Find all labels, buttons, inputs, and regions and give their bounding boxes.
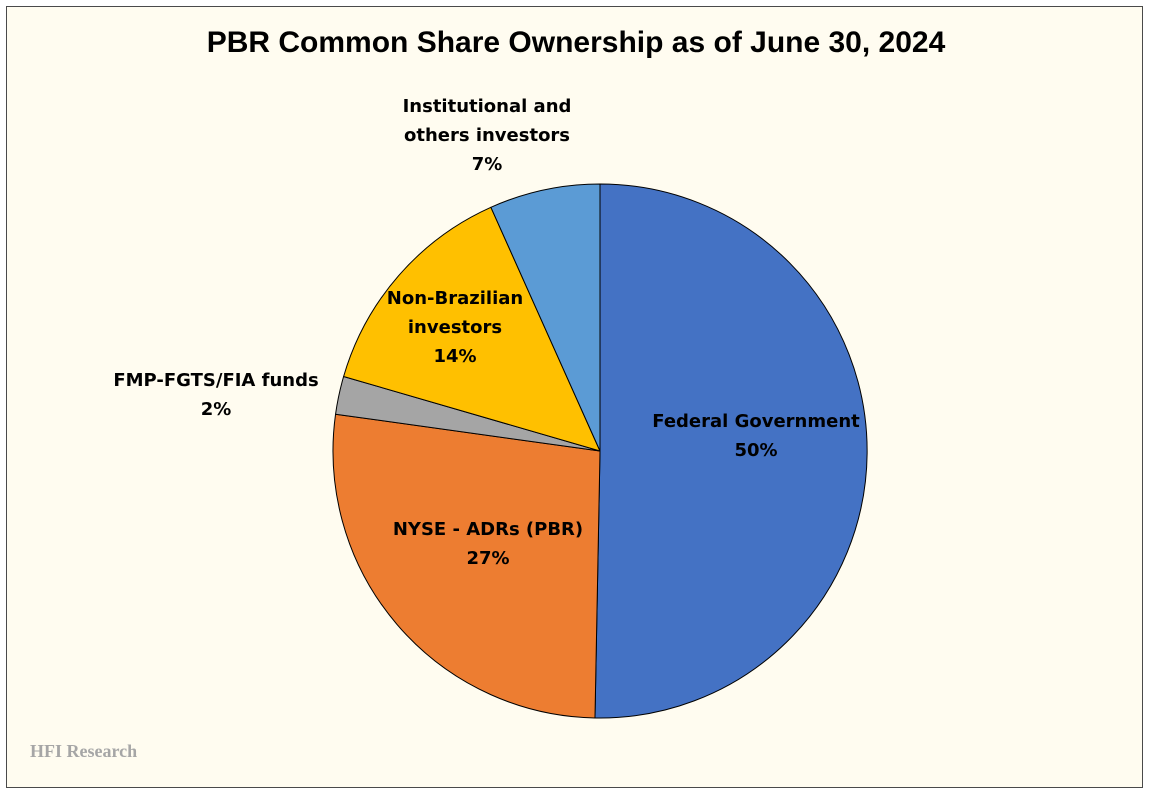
slice-label-line: investors	[408, 317, 502, 338]
slice-percent: 14%	[433, 346, 476, 367]
pie-slice-institutional-investors	[490, 183, 601, 452]
pie-labels: Federal Government 50% NYSE - ADRs (PBR) 27…	[113, 96, 860, 569]
watermark: HFI Research	[30, 741, 137, 761]
slice-label-line: Non-Brazilian	[387, 288, 523, 309]
pie-slices	[332, 183, 868, 719]
slice-label-line: NYSE - ADRs (PBR)	[393, 519, 583, 540]
slice-label-institutional-investors: Institutional and others investors 7%	[403, 96, 572, 175]
slice-label-line: Institutional and	[403, 96, 572, 117]
pie-slice-nyse-adrs	[332, 413, 601, 719]
pie-slice-non-brazilian-investors	[343, 206, 601, 452]
slice-label-federal-government: Federal Government 50%	[652, 411, 860, 461]
slice-label-line: others investors	[404, 125, 570, 146]
slice-percent: 2%	[201, 399, 232, 420]
slice-percent: 50%	[734, 440, 777, 461]
slice-label-nyse-adrs: NYSE - ADRs (PBR) 27%	[393, 519, 583, 569]
chart-title: PBR Common Share Ownership as of June 30…	[207, 26, 946, 59]
slice-percent: 27%	[466, 548, 509, 569]
slice-label-line: Federal Government	[652, 411, 860, 432]
slice-percent: 7%	[472, 154, 503, 175]
slice-label-fmp-fgts-fia-funds: FMP-FGTS/FIA funds 2%	[113, 370, 318, 420]
pie-slice-federal-government	[594, 183, 868, 719]
slice-label-line: FMP-FGTS/FIA funds	[113, 370, 318, 391]
slice-label-non-brazilian-investors: Non-Brazilian investors 14%	[387, 288, 523, 367]
